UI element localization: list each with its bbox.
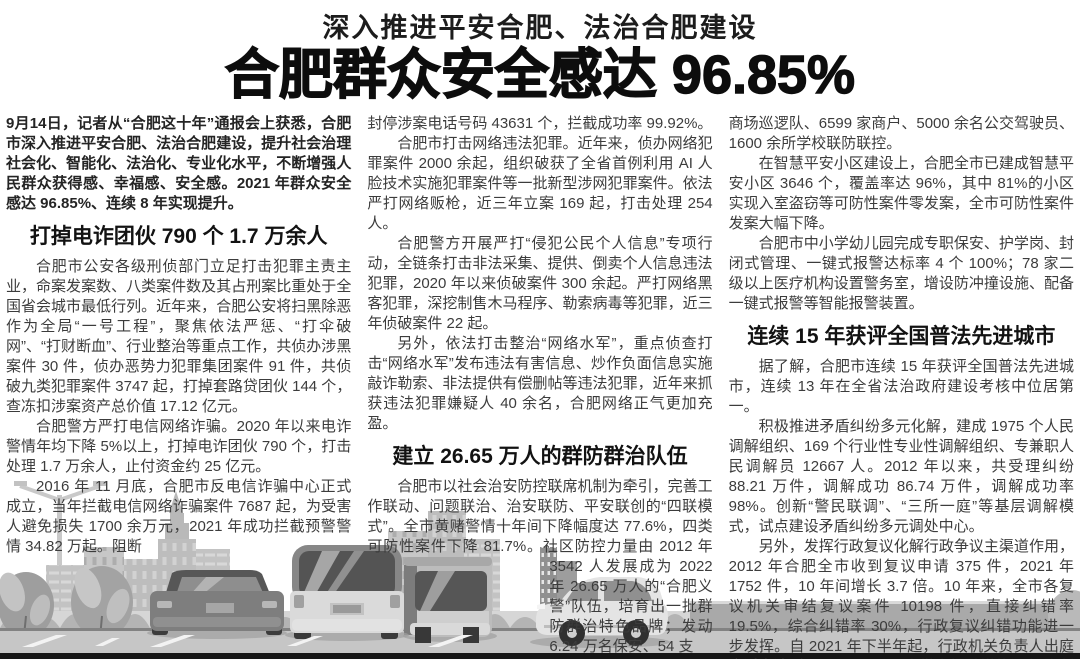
paragraph: 合肥市打击网络违法犯罪。近年来，侦办网络犯罪案件 2000 余起，组织破获了全省… [367, 135, 713, 232]
white-minivan-icon [285, 545, 409, 641]
paragraph: 在智慧平安小区建设上，合肥全市已建成智慧平安小区 3646 个，覆盖率达 96%… [728, 155, 1074, 232]
column-2: 封停涉案电话号码 43631 个，拦截成功率 99.92%。 合肥市打击网络违法… [367, 114, 712, 659]
street-lamp-icon [14, 481, 106, 628]
paragraph-continuation: 商场巡逻队、6599 家商户、5000 余名公交驾驶员、1600 余所学校联防联… [728, 115, 1074, 152]
paragraph-text: 另外，发挥行政复议化解行政争议主渠道作用，2012 年合肥全市收到复议申请 37… [728, 538, 1074, 659]
column-1: 9月14日，记者从“合肥这十年”通报会上获悉，合肥市深入推进平安合肥、法治合肥建… [6, 114, 351, 659]
bottom-rule [0, 653, 1080, 659]
paragraph: 合肥市公安各级刑侦部门立足打击犯罪主责主业，命案发案数、八类案件数及其占刑案比重… [6, 258, 352, 415]
paragraph-continuation: 封停涉案电话号码 43631 个，拦截成功率 99.92%。 [367, 115, 713, 132]
paragraph: 另外，依法打击整治“网络水军”，重点侦查打击“网络水军”发布违法有害信息、炒作负… [367, 335, 713, 432]
city-street-illustration [0, 481, 1080, 659]
bush-icon [0, 572, 54, 638]
kicker: 深入推进平安合肥、法治合肥建设 [322, 13, 758, 43]
bus-icon [403, 557, 497, 643]
lane-markings-icon [22, 635, 473, 647]
white-sedan-icon [530, 577, 670, 648]
paragraph: 2016 年 11 月底，合肥市反电信诈骗中心正式成立，当年拦截电信网络诈骗案件… [6, 478, 352, 555]
article-header: 深入推进平安合肥、法治合肥建设 合肥群众安全感达 96.85% [0, 0, 1080, 105]
subhead-defense-team: 建立 26.65 万人的群防群治队伍 [392, 445, 688, 468]
lede-paragraph: 9月14日，记者从“合肥这十年”通报会上获悉，合肥市深入推进平安合肥、法治合肥建… [6, 115, 352, 212]
paragraph-wrapping-illustration: 合肥市以社会治安防控联席机制为牵引，完善工作联动、问题联治、治安联防、平安联创的… [367, 477, 712, 657]
bush-icon [71, 566, 133, 639]
article-columns: 9月14日，记者从“合肥这十年”通报会上获悉，合肥市深入推进平安合肥、法治合肥建… [0, 114, 1080, 659]
subhead-law-popularization: 连续 15 年获评全国普法先进城市 [747, 325, 1056, 348]
column-3: 商场巡逻队、6599 家商户、5000 余名公交驾驶员、1600 余所学校联防联… [729, 114, 1074, 659]
paragraph: 积极推进矛盾纠纷多元化解，建成 1975 个人民调解组织、169 个行业性专业性… [728, 418, 1074, 535]
paragraph: 合肥警方开展严打“侵犯公民个人信息”专项行动，全链条打击非法采集、提供、倒卖个人… [367, 235, 713, 332]
subhead-crackdown: 打掉电诈团伙 790 个 1.7 万余人 [29, 225, 328, 248]
paragraph-text: 合肥市以社会治安防控联席机制为牵引，完善工作联动、问题联治、治安联防、平安联创的… [367, 478, 713, 655]
paragraph: 合肥警方严打电信网络诈骗。2020 年以来电诈警情年均下降 5%以上，打掉电诈团… [6, 418, 352, 475]
headline: 合肥群众安全感达 96.85% [224, 45, 856, 105]
paragraph: 合肥市中小学幼儿园完成专职保安、护学岗、封闭式管理、一键式报警达标率 4 个 1… [728, 235, 1074, 312]
last-paragraph: 另外，发挥行政复议化解行政争议主渠道作用，2012 年合肥全市收到复议申请 37… [729, 537, 1074, 659]
paragraph: 据了解，合肥市连续 15 年获评全国普法先进城市，连续 13 年在全省法治政府建… [728, 358, 1074, 415]
